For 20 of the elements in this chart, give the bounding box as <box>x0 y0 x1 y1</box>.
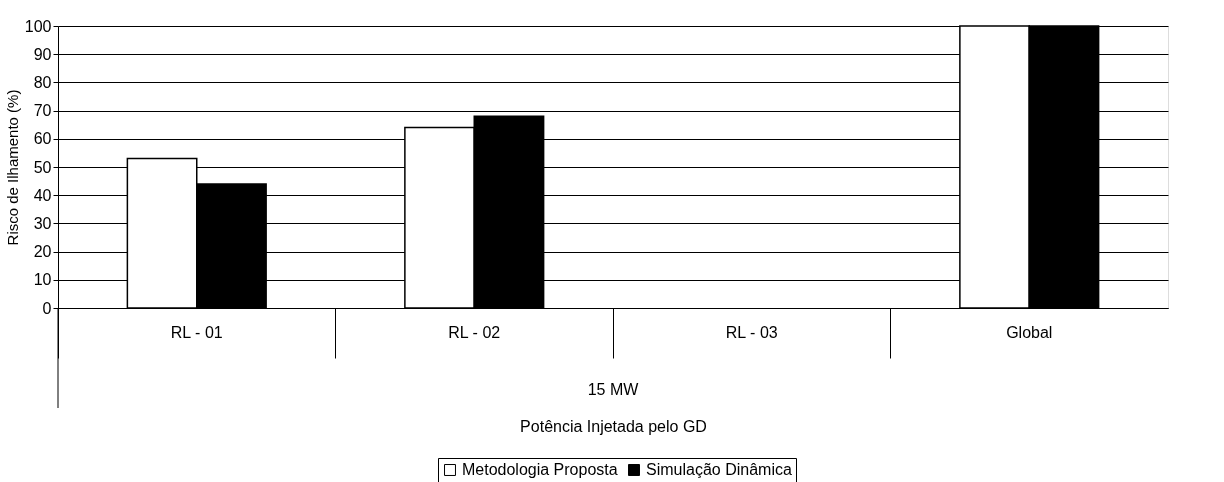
y-tick-label: 0 <box>42 299 52 317</box>
y-tick-label: 20 <box>33 243 52 261</box>
x-tick-label: RL - 03 <box>725 323 778 341</box>
legend-label: Metodologia Proposta <box>462 461 618 478</box>
y-tick-label: 40 <box>33 186 52 204</box>
x-tick-label: RL - 01 <box>170 323 223 341</box>
x-tick-label: RL - 02 <box>448 323 501 341</box>
y-tick-label: 100 <box>24 17 52 35</box>
x-tick-label: Global <box>1006 323 1053 341</box>
y-tick-label: 80 <box>33 73 52 91</box>
y-tick-label: 30 <box>33 214 52 232</box>
y-tick-label: 90 <box>33 45 52 63</box>
legend-label: Simulação Dinâmica <box>646 461 792 478</box>
text: 15 MW <box>587 381 640 398</box>
y-axis-title: Risco de Ilhamento (%) <box>3 89 21 246</box>
y-tick-label: 70 <box>33 102 52 120</box>
x-axis-title: Potência Injetada pelo GD <box>520 418 707 435</box>
y-tick-label: 50 <box>33 158 52 176</box>
y-tick-label: 10 <box>33 271 52 289</box>
y-tick-label: 60 <box>33 130 52 148</box>
